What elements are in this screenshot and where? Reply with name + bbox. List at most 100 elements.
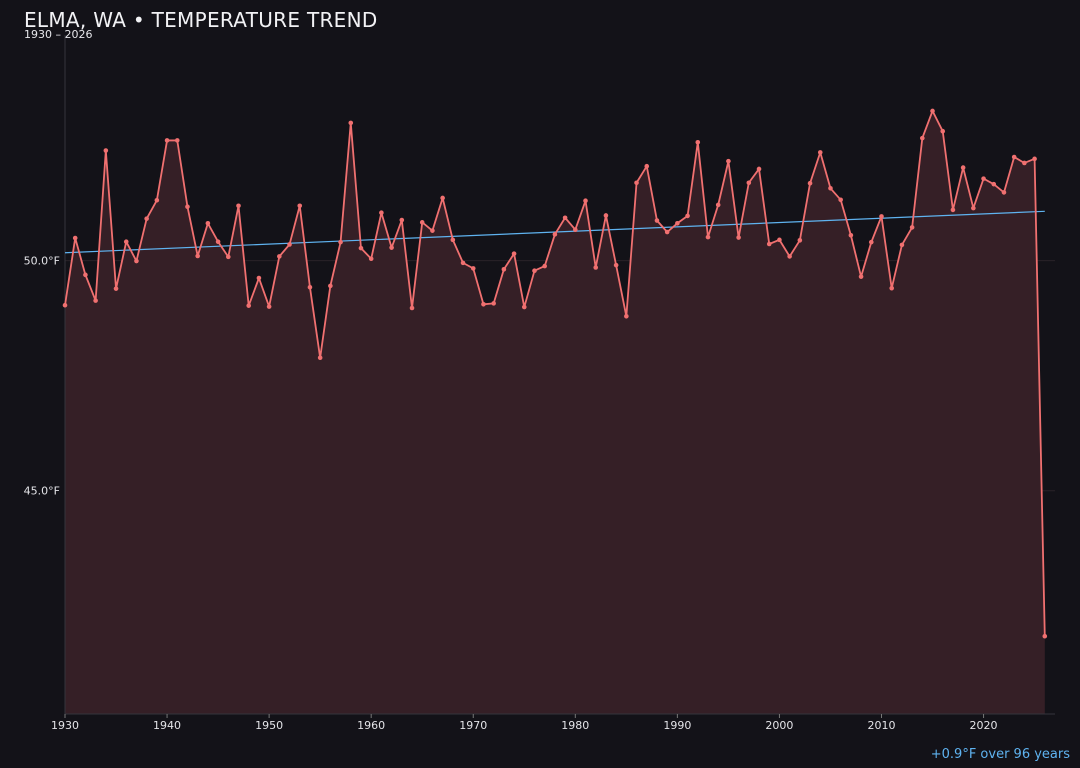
data-point: [481, 301, 486, 307]
data-point: [1001, 190, 1007, 195]
chart-subtitle: 1930 – 2026: [24, 28, 93, 41]
data-point: [134, 258, 139, 264]
data-point: [787, 254, 792, 259]
data-point: [317, 355, 323, 360]
data-point: [573, 227, 578, 233]
data-point: [103, 148, 109, 153]
data-point: [766, 241, 772, 247]
data-point: [1042, 633, 1048, 639]
data-point: [828, 185, 833, 191]
data-point: [491, 301, 496, 306]
data-point: [644, 163, 650, 169]
data-point: [501, 267, 507, 272]
data-point: [287, 242, 292, 247]
data-point: [154, 197, 160, 203]
point-layer: [62, 108, 1048, 639]
data-point: [858, 274, 864, 279]
data-point: [511, 251, 517, 256]
data-point: [174, 138, 180, 143]
data-point: [266, 304, 272, 309]
data-point: [664, 229, 670, 235]
y-tick-label: 45.0°F: [24, 485, 60, 498]
data-point: [113, 286, 119, 291]
data-point: [399, 217, 405, 223]
data-point: [440, 195, 445, 201]
data-point: [368, 256, 374, 262]
x-tick-label: 1960: [357, 719, 385, 732]
y-tick-label: 50.0°F: [24, 255, 60, 268]
data-point: [450, 237, 456, 243]
data-point: [940, 128, 946, 134]
area-fill: [65, 110, 1045, 714]
data-point: [930, 108, 935, 114]
data-point: [726, 158, 731, 164]
data-point: [613, 262, 619, 268]
data-point: [542, 263, 547, 269]
data-point: [62, 302, 68, 308]
data-point: [848, 232, 854, 238]
data-point: [277, 254, 282, 259]
data-point: [981, 176, 986, 181]
data-point: [1032, 156, 1037, 162]
data-point: [920, 135, 925, 141]
x-tick-label: 2010: [867, 719, 895, 732]
data-point: [338, 239, 343, 245]
data-point: [746, 180, 752, 186]
data-point: [889, 285, 895, 291]
data-point: [756, 166, 762, 172]
data-point: [379, 210, 384, 215]
data-point: [624, 313, 629, 319]
data-point: [532, 268, 537, 273]
x-tick-label: 1930: [51, 719, 79, 732]
data-point: [695, 139, 701, 145]
x-tick-label: 2020: [970, 719, 998, 732]
data-point: [971, 205, 976, 211]
data-point: [1022, 160, 1027, 166]
data-point: [634, 180, 639, 186]
x-tick-label: 1970: [459, 719, 487, 732]
x-tick-label: 2000: [765, 719, 793, 732]
data-point: [164, 138, 170, 143]
data-point: [328, 283, 333, 289]
data-point: [195, 253, 200, 259]
data-point: [552, 232, 558, 237]
data-point: [297, 203, 303, 209]
data-point: [521, 304, 527, 310]
x-tick-label: 1950: [255, 719, 283, 732]
data-point: [72, 235, 78, 241]
data-point: [899, 242, 905, 248]
data-point: [225, 254, 231, 260]
x-tick-label: 1980: [561, 719, 589, 732]
data-point: [950, 207, 956, 213]
data-point: [460, 260, 466, 266]
data-point: [654, 218, 660, 223]
data-point: [583, 198, 588, 204]
data-point: [205, 220, 211, 226]
data-point: [960, 165, 966, 170]
data-point: [144, 216, 149, 221]
data-point: [256, 275, 262, 281]
data-point: [358, 245, 364, 251]
axis-layer: [64, 35, 1055, 715]
data-point: [909, 225, 915, 230]
data-point: [879, 214, 884, 219]
data-point: [593, 265, 599, 270]
x-tick-label: 1940: [153, 719, 181, 732]
data-point: [685, 213, 690, 219]
data-point: [185, 204, 190, 210]
data-point: [807, 180, 813, 186]
x-tick-label: 1990: [663, 719, 691, 732]
data-point: [215, 239, 221, 244]
data-point: [419, 220, 425, 225]
area-layer: [65, 110, 1045, 714]
data-point: [838, 197, 843, 203]
data-point: [715, 202, 721, 208]
data-point: [705, 234, 711, 240]
data-point: [348, 120, 354, 126]
x-tick-labels: 1930 1940 1950 1960 1970 1980 1990 2000 2010 2020: [51, 714, 998, 732]
data-point: [83, 272, 88, 278]
data-point: [868, 239, 874, 245]
data-point: [603, 213, 609, 218]
data-point: [991, 181, 997, 187]
